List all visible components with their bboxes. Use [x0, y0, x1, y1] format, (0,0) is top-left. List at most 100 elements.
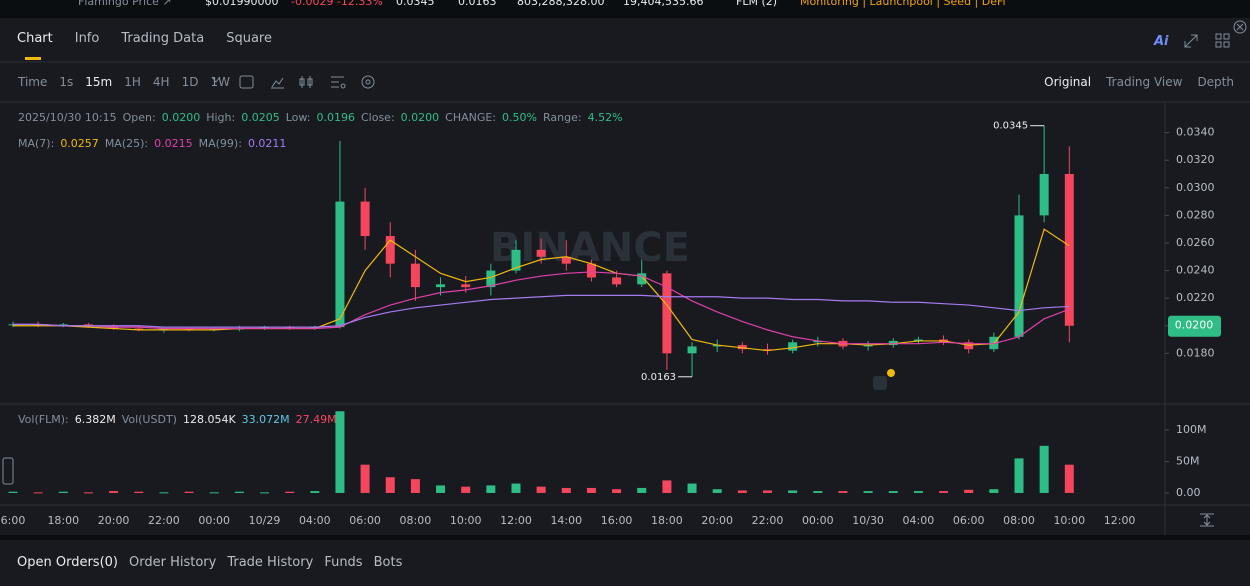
value: 0.0200	[400, 111, 440, 124]
close-icon[interactable]	[1236, 23, 1244, 31]
volume-bar	[335, 411, 345, 493]
x-tick-label: 00:00	[802, 514, 834, 527]
tab[interactable]: Info	[74, 31, 100, 46]
candle-body	[737, 345, 747, 350]
y-tick-label: 0.0260	[1176, 236, 1215, 249]
volume-bar	[234, 491, 244, 493]
tab[interactable]: Trade History	[227, 555, 314, 570]
x-tick-label: 10:00	[450, 514, 482, 527]
tab[interactable]: Open Orders(0)	[17, 555, 118, 570]
volume-tick-label: 0.00	[1176, 486, 1201, 499]
interval: Time	[18, 75, 48, 89]
volume-bar	[410, 479, 420, 493]
ticker-tags[interactable]: Monitoring | Launchpool | Seed | DeFi	[800, 0, 1006, 8]
candle-body	[1014, 215, 1024, 337]
candle-body	[662, 273, 672, 354]
volume-bar	[486, 485, 496, 493]
ticker-name[interactable]: Flamingo Price ↗	[78, 0, 172, 8]
candle-body	[712, 345, 722, 347]
volume-bar	[285, 491, 295, 493]
volume-bar	[838, 491, 848, 493]
icon[interactable]	[271, 77, 284, 89]
interval[interactable]: 1W	[210, 75, 230, 89]
collapse-handle[interactable]	[2, 457, 14, 485]
ohlc-time: 2025/10/30 10:15	[18, 111, 117, 124]
value: 33.072M	[241, 413, 290, 426]
volume-bar	[8, 491, 18, 493]
icon[interactable]	[239, 75, 254, 89]
x-tick-label: 10/29	[249, 514, 281, 527]
volume-bar	[964, 489, 974, 493]
volume-bar	[536, 486, 546, 493]
x-tick-label: 10:00	[1053, 514, 1085, 527]
candle-body	[586, 263, 596, 278]
label: Low:	[285, 111, 311, 124]
volume-bar	[888, 491, 898, 493]
ticker-turnover: 19,404,535.66	[623, 0, 704, 8]
view[interactable]: Trading View	[1106, 75, 1183, 89]
candle-body	[536, 249, 546, 257]
tab[interactable]: Square	[226, 31, 272, 46]
tab[interactable]: Funds	[324, 555, 363, 570]
volume-tick-label: 100M	[1176, 423, 1207, 436]
close-icon[interactable]	[1233, 20, 1247, 34]
news-icon[interactable]	[873, 376, 887, 390]
icon[interactable]	[365, 79, 371, 85]
volume-legend: Vol(FLM): 6.382M Vol(USDT) 128.054K 33.0…	[18, 413, 337, 426]
intervals: Time 1s 15m 1H 4H 1D 1W	[18, 75, 230, 89]
interval[interactable]: 1H	[124, 75, 141, 89]
tab[interactable]: Bots	[373, 555, 403, 570]
icon[interactable]	[299, 76, 313, 88]
label: High:	[206, 111, 236, 124]
view[interactable]: Original	[1044, 75, 1092, 89]
volume-tick-label: 50M	[1176, 455, 1200, 468]
interval[interactable]: 15m	[85, 75, 113, 89]
icon[interactable]	[361, 75, 375, 89]
tab[interactable]: Trading Data	[121, 31, 205, 46]
candle-body	[486, 270, 496, 288]
x-tick-label: 12:00	[1104, 514, 1136, 527]
x-tick-label: 06:00	[953, 514, 985, 527]
candle-body	[637, 273, 647, 285]
toolbar-icons	[2, 20, 1247, 527]
x-tick-label: 04:00	[299, 514, 331, 527]
dropdown-icon[interactable]	[211, 76, 221, 83]
icon[interactable]	[1223, 41, 1230, 48]
bottom-panel	[0, 540, 1250, 586]
volume-bar	[712, 489, 722, 493]
y-tick-label: 0.0180	[1176, 346, 1215, 359]
candle-body	[58, 324, 68, 326]
ohlc-row: 2025/10/30 10:15 Open: 0.0200 High: 0.0205 L…	[18, 111, 623, 124]
volume-bar	[1014, 458, 1024, 493]
ohlc-items: Open: 0.0200 High: 0.0205 Low: 0.0196 Close: 0.…	[123, 111, 623, 124]
interval[interactable]: 1s	[59, 75, 74, 89]
interval[interactable]: 4H	[152, 75, 170, 89]
interval[interactable]: 1D	[181, 75, 199, 89]
ai-button[interactable]: Ai	[1154, 34, 1169, 49]
low-label: 0.0163	[641, 372, 676, 383]
candle-body	[83, 324, 93, 326]
last-price-label: 0.0200	[1175, 319, 1214, 332]
scale-icon[interactable]	[1200, 513, 1214, 527]
expand-icon[interactable]	[1184, 34, 1198, 48]
candle-body	[184, 328, 194, 330]
volume-bar	[310, 491, 320, 493]
view[interactable]: Depth	[1197, 75, 1234, 89]
candle-body	[913, 339, 923, 341]
label: Vol(USDT)	[121, 413, 177, 426]
icon[interactable]	[1215, 41, 1222, 48]
volume-bar	[1064, 464, 1074, 493]
x-tick-label: 20:00	[701, 514, 733, 527]
icon[interactable]	[1223, 33, 1230, 40]
volume-bar	[461, 486, 471, 493]
panel	[0, 18, 1250, 535]
volume-bar	[260, 492, 269, 494]
x-tick-label: 12:00	[500, 514, 532, 527]
candle-body	[33, 324, 43, 326]
tab[interactable]: Chart	[17, 31, 53, 46]
icon[interactable]	[1215, 33, 1222, 40]
icon[interactable]	[331, 76, 346, 89]
volume-bar	[511, 483, 521, 493]
candle-body	[511, 249, 521, 271]
tab[interactable]: Order History	[129, 555, 217, 570]
